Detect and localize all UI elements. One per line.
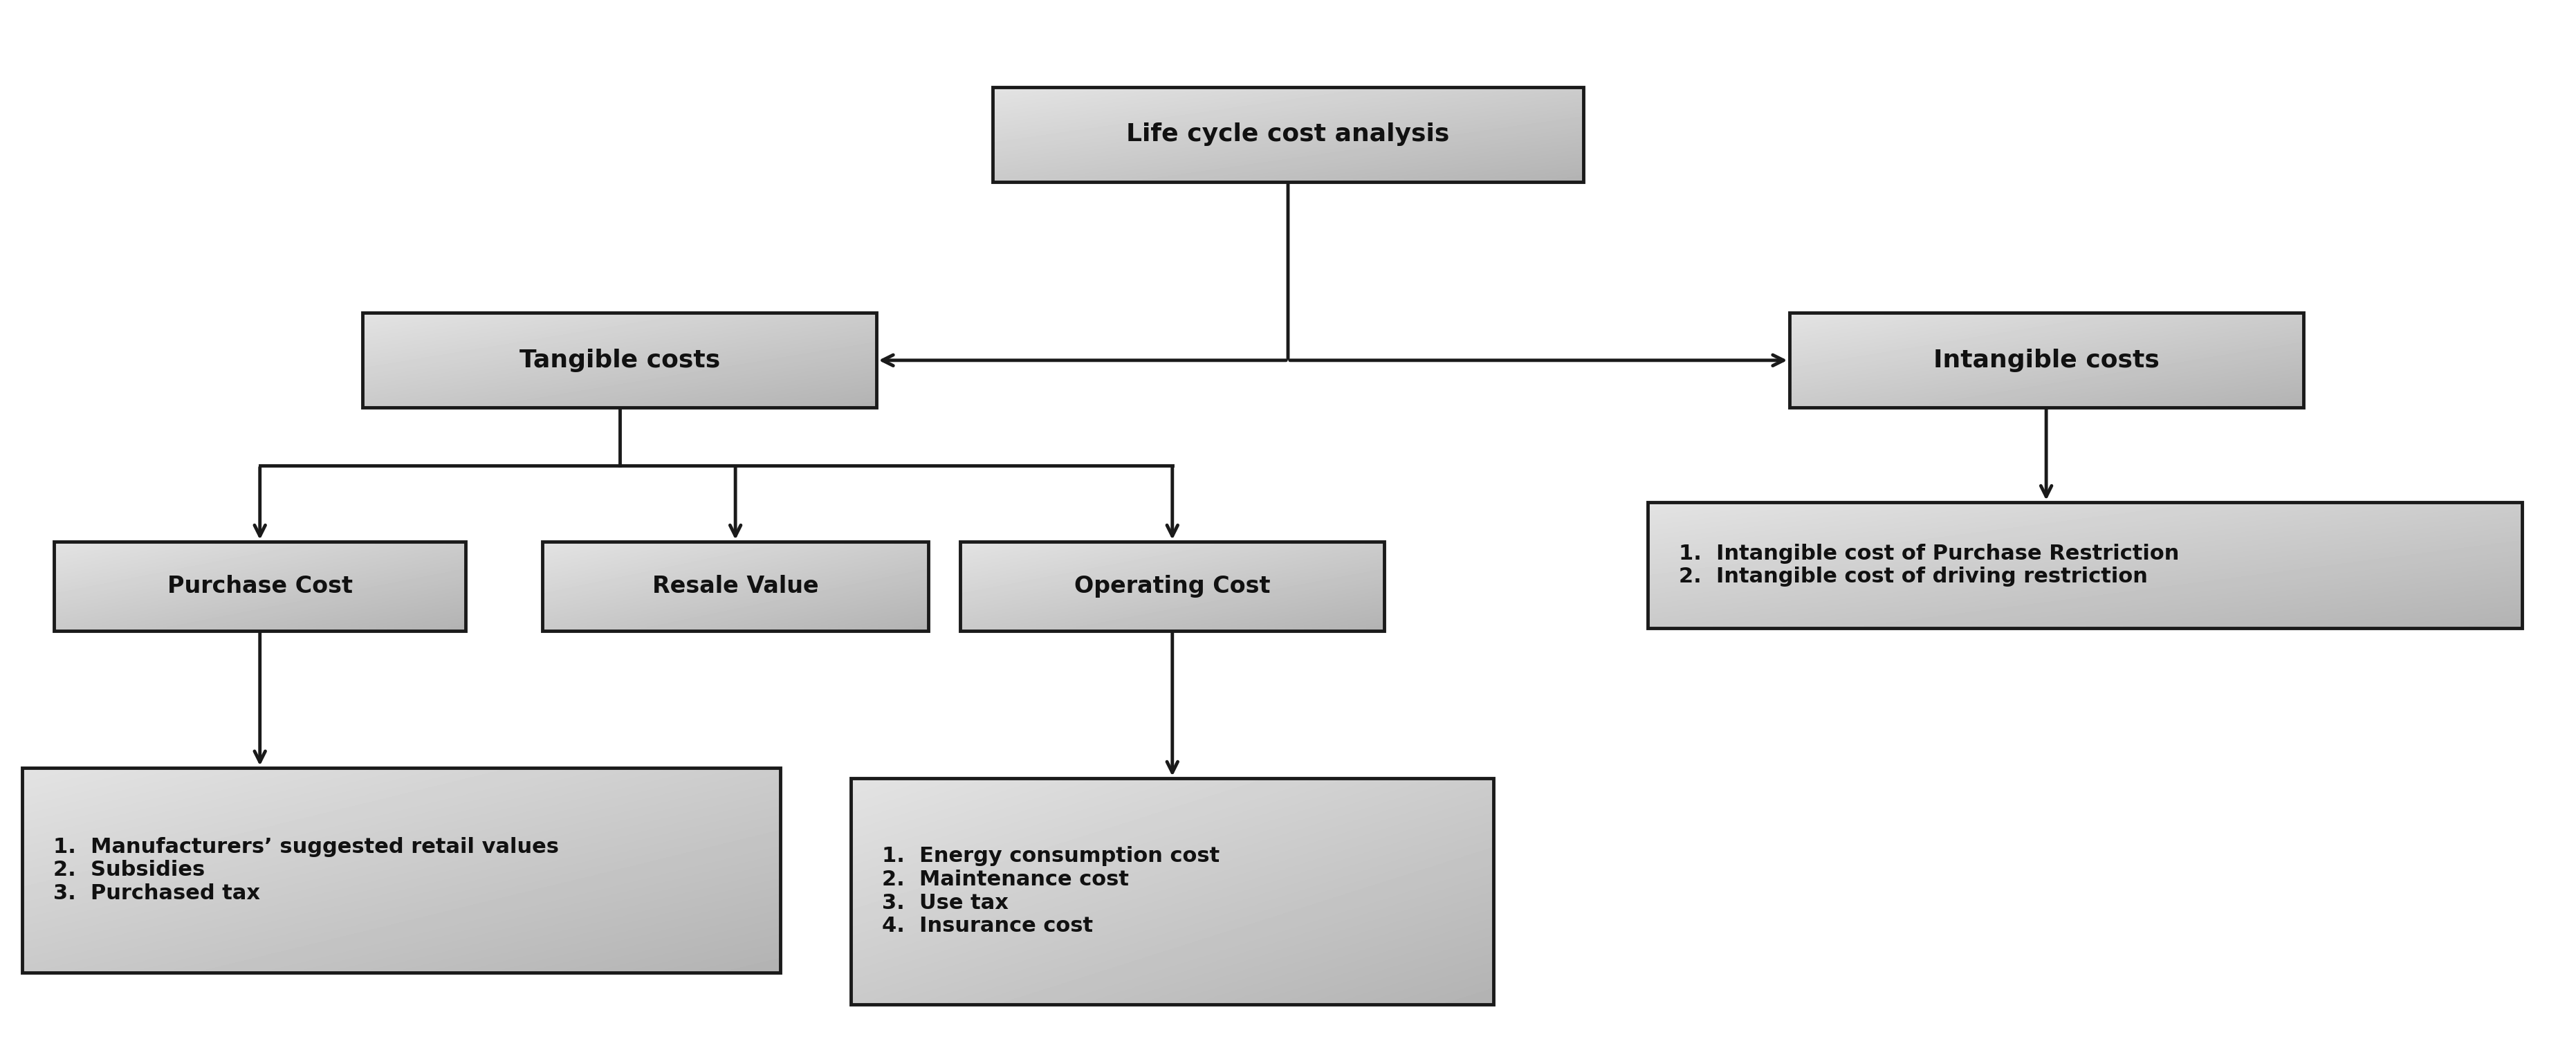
Text: Intangible costs: Intangible costs (1932, 349, 2159, 372)
Text: Life cycle cost analysis: Life cycle cost analysis (1126, 123, 1450, 146)
Text: Resale Value: Resale Value (652, 575, 819, 597)
Text: Purchase Cost: Purchase Cost (167, 575, 353, 597)
Text: 1.  Intangible cost of Purchase Restriction
2.  Intangible cost of driving restr: 1. Intangible cost of Purchase Restricti… (1680, 543, 2179, 587)
Text: Operating Cost: Operating Cost (1074, 575, 1270, 597)
Text: 1.  Manufacturers’ suggested retail values
2.  Subsidies
3.  Purchased tax: 1. Manufacturers’ suggested retail value… (54, 837, 559, 904)
Text: 1.  Energy consumption cost
2.  Maintenance cost
3.  Use tax
4.  Insurance cost: 1. Energy consumption cost 2. Maintenanc… (881, 847, 1218, 937)
Text: Tangible costs: Tangible costs (520, 349, 721, 372)
